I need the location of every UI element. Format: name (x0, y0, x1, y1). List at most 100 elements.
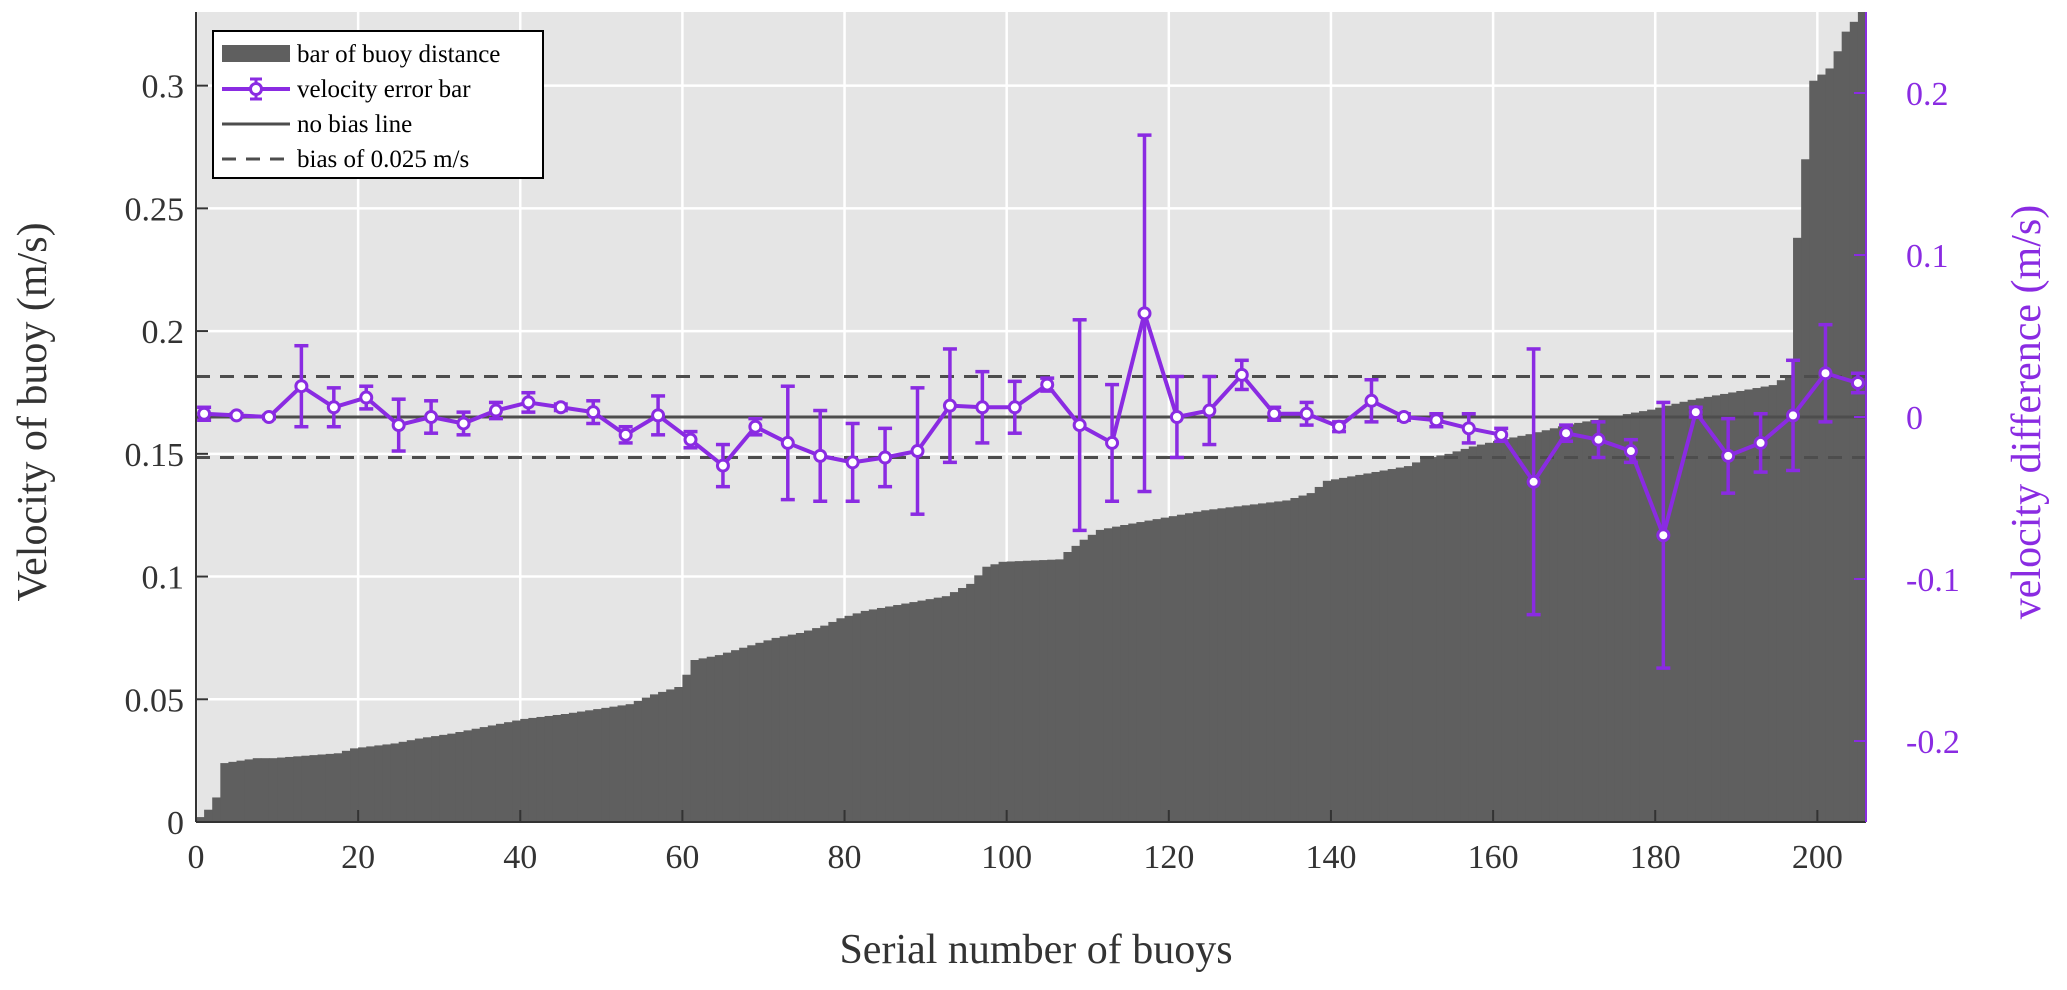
distance-bar (1541, 430, 1551, 822)
distance-bar (1395, 467, 1405, 822)
distance-bar (836, 618, 846, 822)
distance-bar (1752, 388, 1762, 822)
x-tick-label: 140 (1305, 839, 1356, 876)
distance-bar (1760, 386, 1770, 822)
data-point (1169, 410, 1184, 424)
distance-bar (317, 754, 327, 822)
data-point (553, 400, 568, 415)
legend-label-errorbar: velocity error bar (297, 76, 471, 103)
x-tick-label: 160 (1468, 839, 1519, 876)
distance-bar (763, 640, 773, 822)
distance-bar (641, 697, 651, 822)
distance-bar (1557, 426, 1567, 822)
distance-bar (1703, 396, 1713, 822)
data-point (1040, 377, 1055, 392)
distance-bar (1614, 415, 1624, 822)
data-point (1526, 474, 1541, 489)
data-point (618, 427, 633, 442)
distance-bar (479, 727, 489, 822)
data-point (521, 395, 536, 410)
distance-bar (868, 609, 878, 822)
distance-bar (1176, 514, 1186, 822)
data-point (586, 405, 601, 420)
data-point (1753, 435, 1768, 450)
distance-bar (1079, 539, 1089, 822)
distance-bar (1339, 477, 1348, 822)
distance-bar (1630, 412, 1640, 822)
distance-bar (1209, 509, 1218, 822)
distance-bar (1120, 525, 1129, 822)
distance-bar (1160, 517, 1170, 822)
distance-bar (1403, 466, 1413, 822)
distance-bar (1744, 389, 1754, 822)
distance-bar (333, 753, 343, 822)
distance-bar (1055, 559, 1064, 822)
x-tick-label: 180 (1630, 839, 1681, 876)
y-tick-labels: 0 0.05 0.1 0.15 0.2 0.25 0.3 (125, 69, 185, 842)
distance-bar (747, 645, 756, 822)
data-point (1559, 426, 1574, 441)
distance-bar (649, 694, 659, 822)
data-point (1688, 405, 1703, 420)
distance-bar (1152, 519, 1162, 822)
distance-bar (512, 720, 521, 822)
distance-bar (1549, 428, 1559, 822)
data-point (1850, 375, 1865, 390)
x-tick-label: 20 (341, 839, 375, 876)
data-point (780, 435, 795, 450)
y2-tick-label: -0.1 (1906, 562, 1960, 599)
distance-bar (1185, 513, 1194, 822)
distance-bar (1420, 458, 1429, 822)
data-point (1234, 367, 1249, 382)
distance-bar (228, 761, 238, 822)
y2-axis-title: velocity difference (m/s) (2004, 205, 2050, 619)
distance-bar (1784, 375, 1794, 822)
distance-bar (1841, 31, 1851, 823)
distance-bar (520, 718, 529, 822)
distance-bar (1022, 560, 1032, 822)
distance-bar (1193, 511, 1202, 822)
distance-bar (528, 717, 537, 822)
distance-bar (1574, 422, 1583, 822)
distance-bar (901, 603, 910, 822)
distance-bar (1517, 435, 1527, 822)
distance-bar (1257, 503, 1267, 822)
x-tick-label: 60 (665, 839, 699, 876)
distance-bar (1039, 560, 1048, 822)
distance-bar (1582, 421, 1591, 822)
distance-bar (1063, 552, 1073, 822)
legend: bar of buoy distance velocity error bar … (212, 30, 544, 179)
distance-bar (341, 750, 351, 822)
distance-bar (1776, 380, 1786, 822)
distance-bar (447, 733, 456, 822)
distance-bar (1428, 457, 1437, 822)
distance-bar (1444, 453, 1454, 822)
distance-bar (682, 674, 692, 822)
data-point (910, 444, 925, 459)
distance-bar (1355, 474, 1364, 822)
distance-bar (431, 736, 440, 822)
distance-bar (309, 755, 319, 822)
distance-bar (658, 691, 667, 822)
distance-bar (504, 722, 513, 822)
distance-bar (1833, 51, 1843, 823)
distance-bar (909, 602, 919, 822)
distance-bar (463, 730, 473, 822)
distance-bar (1460, 448, 1470, 822)
buoy-distance-bars (196, 12, 1867, 823)
distance-bar (706, 656, 716, 822)
distance-bar (1436, 455, 1445, 822)
x-tick-label: 40 (503, 839, 537, 876)
distance-bar (893, 605, 902, 822)
legend-label-bar: bar of buoy distance (297, 41, 500, 68)
distance-bar (1217, 508, 1227, 822)
data-point (683, 432, 698, 447)
data-point (715, 458, 730, 473)
distance-bar (593, 709, 602, 822)
distance-bar (1622, 414, 1632, 822)
distance-bar (1728, 392, 1737, 822)
distance-bar (471, 728, 481, 822)
axes (195, 12, 1867, 823)
distance-bar (1801, 159, 1810, 823)
